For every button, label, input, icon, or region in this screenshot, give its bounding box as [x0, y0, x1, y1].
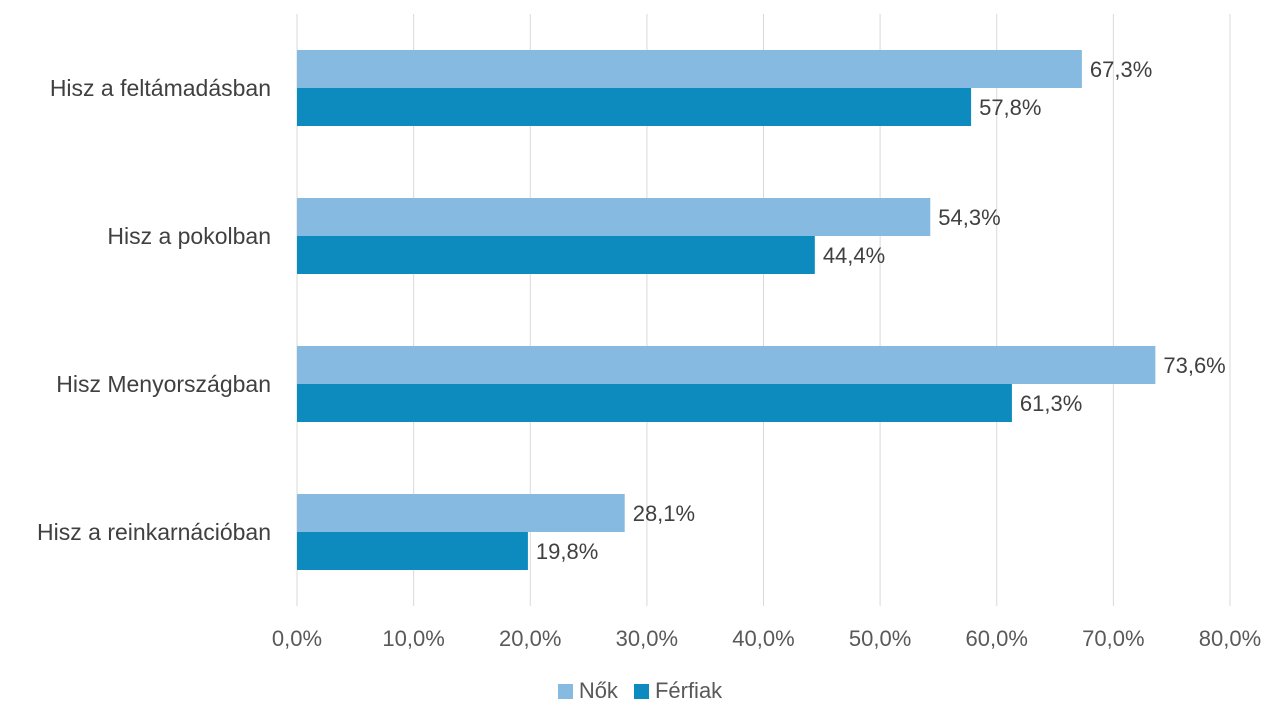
category-label: Hisz Menyországban [56, 371, 271, 397]
data-label: 67,3% [1090, 57, 1152, 82]
bar-ferfiak [297, 532, 528, 570]
bar-nok [297, 494, 625, 532]
bar-ferfiak [297, 88, 972, 126]
bar-ferfiak [297, 236, 815, 274]
data-label: 28,1% [633, 501, 695, 526]
x-tick-label: 0,0% [272, 626, 322, 651]
x-tick-label: 20,0% [499, 626, 561, 651]
x-tick-label: 10,0% [382, 626, 444, 651]
data-label: 19,8% [536, 539, 598, 564]
x-tick-label: 50,0% [849, 626, 911, 651]
bar-nok [297, 346, 1156, 384]
data-label: 57,8% [979, 95, 1041, 120]
tick-labels: 0,0% 10,0% 20,0% 30,0% 40,0% 50,0% 60,0% 70,0% 8… [272, 626, 1261, 651]
category-label: Hisz a reinkarnációban [37, 519, 271, 545]
x-tick-label: 30,0% [616, 626, 678, 651]
data-label: 54,3% [938, 205, 1000, 230]
x-tick-label: 60,0% [966, 626, 1028, 651]
category-label: Hisz a feltámadásban [50, 75, 271, 101]
bar-ferfiak [297, 384, 1012, 422]
legend-label-nok: Nők [578, 678, 618, 703]
legend-swatch-nok [557, 683, 573, 699]
x-tick-label: 40,0% [732, 626, 794, 651]
legend-item-ferfiak: Férfiak [633, 678, 723, 704]
x-tick-label: 80,0% [1199, 626, 1261, 651]
data-label: 73,6% [1163, 353, 1225, 378]
legend-item-nok: Nők [557, 678, 618, 704]
bars [297, 50, 1156, 570]
data-labels: 67,3% 57,8% 54,3% 44,4% 73,6% 61,3% 28,1% 19,8% [536, 57, 1226, 564]
legend-swatch-ferfiak [633, 683, 649, 699]
category-label: Hisz a pokolban [107, 223, 271, 249]
legend-label-ferfiak: Férfiak [654, 678, 723, 703]
bar-nok [297, 50, 1082, 88]
legend: Nők Férfiak [0, 676, 1280, 706]
category-labels: Hisz a feltámadásban Hisz a pokolban Hisz … [37, 75, 271, 545]
data-label: 44,4% [823, 243, 885, 268]
bar-chart: 67,3% 57,8% 54,3% 44,4% 73,6% 61,3% 28,1% 19,8%… [37, 14, 1261, 651]
bar-nok [297, 198, 931, 236]
x-tick-label: 70,0% [1082, 626, 1144, 651]
data-label: 61,3% [1020, 391, 1082, 416]
